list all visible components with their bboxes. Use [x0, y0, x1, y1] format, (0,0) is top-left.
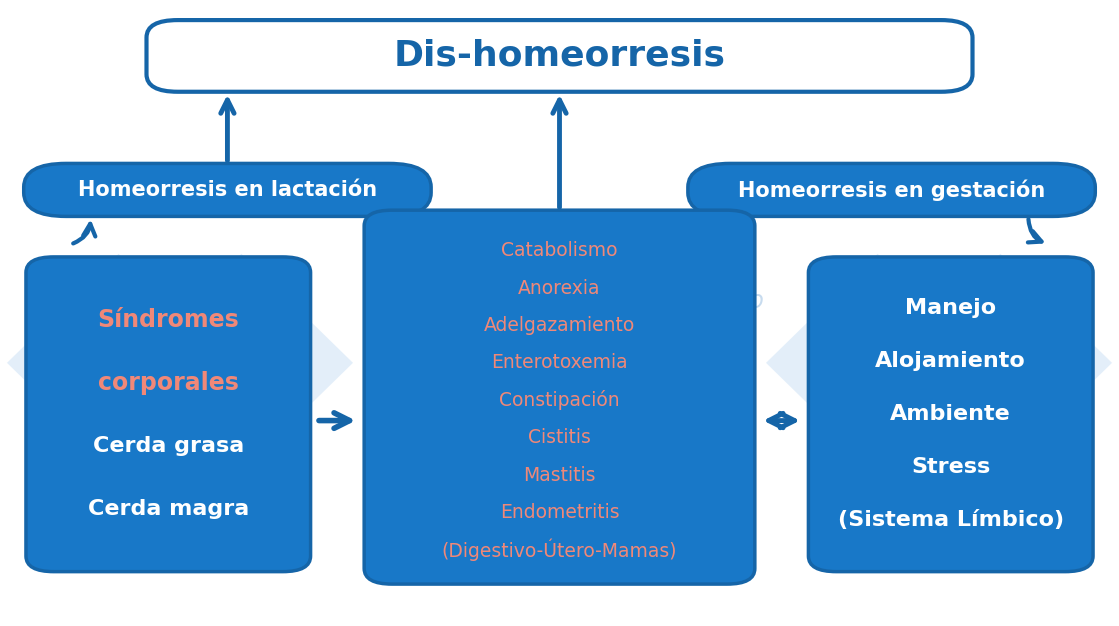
- Text: corporales: corporales: [97, 371, 238, 395]
- Text: Catabolismo: Catabolismo: [501, 241, 618, 260]
- Polygon shape: [888, 254, 1112, 472]
- Text: (Digestivo-Útero-Mamas): (Digestivo-Útero-Mamas): [442, 538, 677, 561]
- Text: Enterotoxemia: Enterotoxemia: [491, 353, 628, 372]
- Polygon shape: [767, 254, 989, 472]
- Text: Ambiente: Ambiente: [891, 404, 1012, 424]
- Text: Manejo: Manejo: [905, 299, 996, 319]
- Text: Adelgazamiento: Adelgazamiento: [483, 316, 636, 335]
- Text: Stress: Stress: [911, 457, 990, 477]
- Text: 3: 3: [987, 344, 1014, 382]
- FancyBboxPatch shape: [26, 257, 311, 572]
- FancyBboxPatch shape: [23, 163, 431, 217]
- FancyBboxPatch shape: [147, 20, 972, 92]
- Text: Constipación: Constipación: [499, 390, 620, 410]
- FancyBboxPatch shape: [688, 163, 1096, 217]
- Text: 3: 3: [105, 344, 132, 382]
- Text: Alojamiento: Alojamiento: [875, 351, 1026, 371]
- Text: Cistitis: Cistitis: [528, 428, 591, 447]
- Text: Homeorresis en gestación: Homeorresis en gestación: [737, 179, 1045, 201]
- Polygon shape: [7, 254, 231, 472]
- Text: 3: 3: [228, 344, 255, 382]
- Text: Cerda grasa: Cerda grasa: [93, 436, 244, 456]
- FancyBboxPatch shape: [364, 210, 755, 584]
- Text: Síndromes: Síndromes: [97, 307, 239, 332]
- Text: Cerda magra: Cerda magra: [87, 499, 248, 519]
- Text: Endometritis: Endometritis: [500, 503, 619, 522]
- Text: (Sistema Límbico): (Sistema Límbico): [838, 510, 1064, 530]
- Text: Antonio Palomo: Antonio Palomo: [579, 289, 764, 312]
- Text: Anorexia: Anorexia: [518, 279, 601, 297]
- Polygon shape: [130, 254, 352, 472]
- Text: Mastitis: Mastitis: [524, 466, 595, 485]
- Text: Homeorresis en lactación: Homeorresis en lactación: [78, 180, 377, 200]
- Text: 3: 3: [864, 344, 891, 382]
- FancyBboxPatch shape: [808, 257, 1093, 572]
- Text: Dis-homeorresis: Dis-homeorresis: [394, 39, 725, 73]
